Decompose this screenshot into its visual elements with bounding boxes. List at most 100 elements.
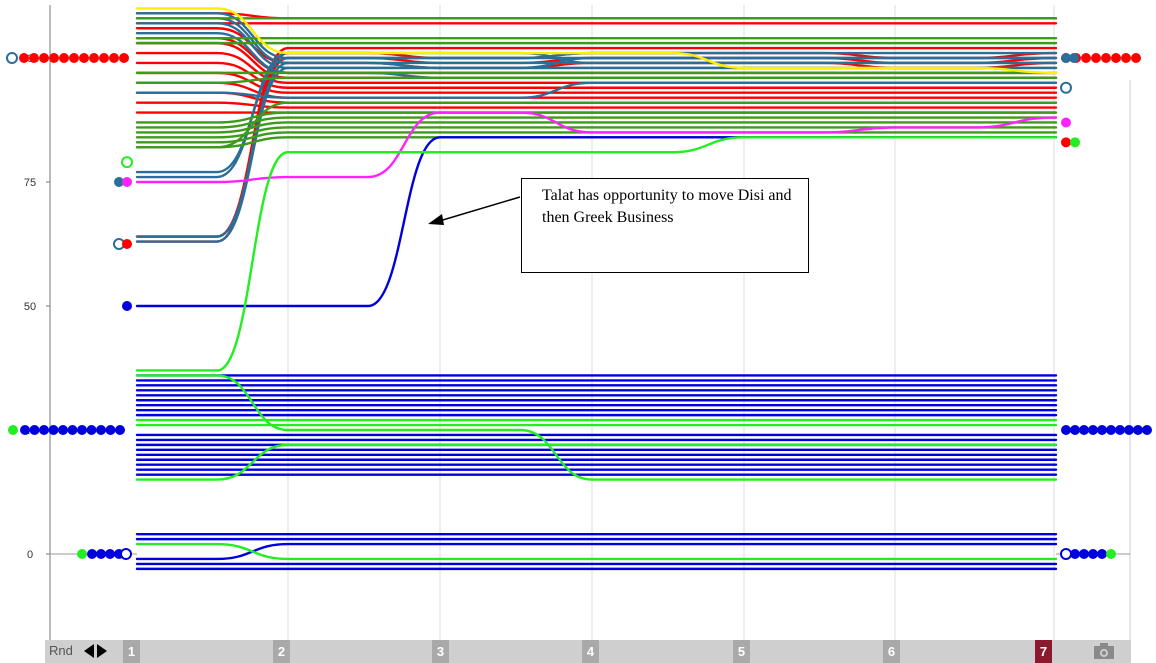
- red-marker: [122, 239, 132, 249]
- red-marker: [49, 53, 59, 63]
- olive-series-line: [135, 136, 1058, 149]
- green-marker: [1106, 549, 1116, 559]
- blue-marker: [1088, 549, 1098, 559]
- hollow-marker: [120, 548, 132, 560]
- blue-marker: [1079, 425, 1089, 435]
- blue-marker: [96, 549, 106, 559]
- blue-marker: [1088, 425, 1098, 435]
- blue-marker: [1097, 425, 1107, 435]
- hollow-marker: [1060, 548, 1072, 560]
- red-marker: [79, 53, 89, 63]
- blue-marker: [29, 425, 40, 435]
- red-marker: [99, 53, 109, 63]
- red-marker: [1131, 53, 1141, 63]
- green-series-line: [135, 542, 1058, 561]
- magenta-marker: [122, 177, 132, 187]
- red-marker: [1081, 53, 1091, 63]
- red-marker: [1111, 53, 1121, 63]
- blue-marker: [105, 425, 116, 435]
- teal-series-line: [135, 81, 1058, 99]
- blue-marker: [87, 549, 97, 559]
- blue-marker: [67, 425, 78, 435]
- annotation-arrow-line: [435, 196, 521, 223]
- camera-icon[interactable]: [1093, 642, 1115, 660]
- blue-marker: [1079, 549, 1089, 559]
- right-arrow-icon[interactable]: [97, 644, 107, 658]
- rnd-label: Rnd: [49, 643, 73, 658]
- left-arrow-icon[interactable]: [84, 644, 94, 658]
- red-marker: [89, 53, 99, 63]
- blue-marker: [1070, 425, 1080, 435]
- blue-marker: [1097, 549, 1107, 559]
- hollow-marker: [121, 156, 133, 169]
- red-marker: [1121, 53, 1131, 63]
- red-marker: [1091, 53, 1101, 63]
- red-series-line: [135, 101, 1058, 109]
- blue-marker: [1106, 425, 1116, 435]
- round-button-2[interactable]: 2: [273, 640, 290, 663]
- hollow-marker: [6, 52, 18, 64]
- olive-series-line: [135, 111, 1058, 124]
- blue-marker: [77, 425, 87, 435]
- y-tick-label: 50: [24, 301, 36, 313]
- blue-marker: [1124, 425, 1134, 435]
- round-button-1[interactable]: 1: [123, 640, 140, 663]
- blue-marker: [1142, 425, 1152, 435]
- annotation-text: Talat has opportunity to move Disi and t…: [542, 187, 792, 226]
- green-series-line: [135, 374, 1058, 481]
- round-button-7[interactable]: 7: [1035, 640, 1052, 663]
- blue-marker: [105, 549, 115, 559]
- yellow-series-line: [135, 7, 1058, 75]
- teal-series-line: [135, 56, 1058, 243]
- round-button-5[interactable]: 5: [733, 640, 750, 663]
- teal-marker: [114, 177, 124, 187]
- red-marker: [109, 53, 119, 63]
- blue-marker: [86, 425, 97, 435]
- y-tick-label: 75: [24, 177, 36, 189]
- green-series-line: [135, 443, 1058, 481]
- red-marker: [69, 53, 79, 63]
- teal-marker: [1069, 53, 1079, 63]
- red-series-line: [135, 61, 1058, 89]
- teal-marker: [1061, 53, 1071, 63]
- annotation-arrow-head: [428, 214, 444, 225]
- green-marker: [1070, 137, 1080, 148]
- blue-series-line: [135, 542, 1058, 561]
- blue-marker: [20, 425, 30, 435]
- chart-svg: 0255075100: [6, 5, 1152, 640]
- green-series-line: [135, 136, 1058, 372]
- olive-series-line: [135, 101, 1058, 149]
- olive-series-line: [135, 76, 1058, 84]
- red-series-line: [135, 81, 1058, 99]
- blue-marker: [1133, 425, 1143, 435]
- annotation-callout: Talat has opportunity to move Disi and t…: [521, 178, 809, 273]
- blue-marker: [1115, 425, 1125, 435]
- red-marker: [39, 53, 49, 63]
- red-marker: [1061, 137, 1071, 148]
- hollow-marker: [1060, 81, 1072, 94]
- olive-series-line: [135, 121, 1058, 134]
- round-button-6[interactable]: 6: [883, 640, 900, 663]
- blue-marker: [96, 425, 106, 435]
- blue-marker: [122, 301, 132, 311]
- red-series-line: [135, 71, 1058, 94]
- blue-marker: [58, 425, 68, 435]
- blue-marker: [1070, 549, 1080, 559]
- green-marker: [8, 425, 18, 435]
- red-marker: [1101, 53, 1111, 63]
- blue-marker: [115, 425, 125, 435]
- blue-marker: [39, 425, 49, 435]
- round-button-3[interactable]: 3: [432, 640, 449, 663]
- blue-marker: [48, 425, 59, 435]
- red-marker: [119, 53, 129, 63]
- magenta-series-line: [135, 111, 1058, 184]
- round-button-4[interactable]: 4: [582, 640, 599, 663]
- red-marker: [29, 53, 39, 63]
- magenta-marker: [1061, 117, 1071, 128]
- olive-series-line: [135, 116, 1058, 129]
- red-marker: [19, 53, 29, 63]
- red-marker: [59, 53, 69, 63]
- green-marker: [77, 549, 87, 559]
- blue-marker: [1061, 425, 1071, 435]
